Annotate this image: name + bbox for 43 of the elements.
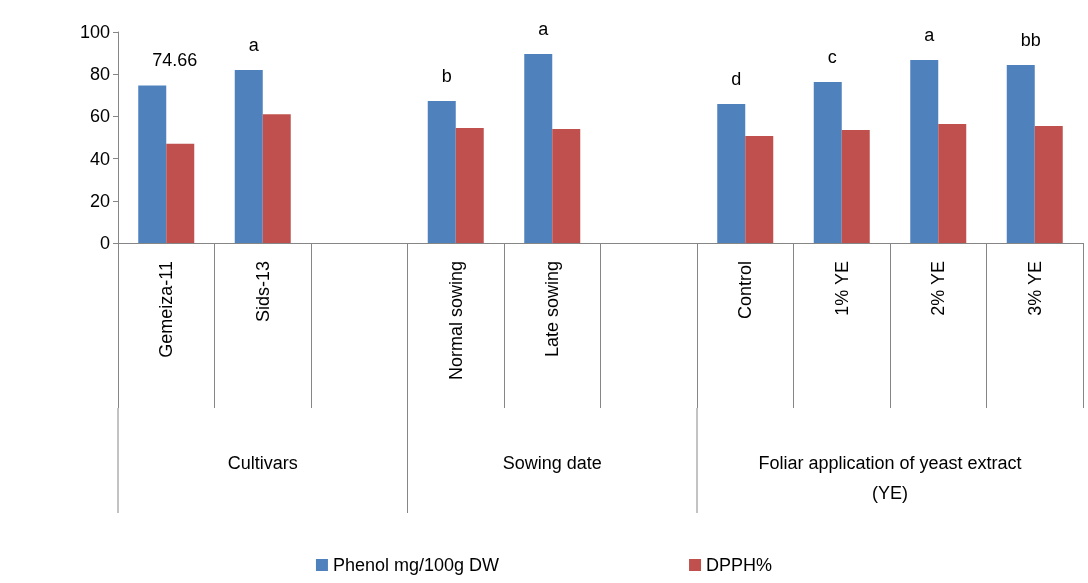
bar	[910, 60, 939, 243]
annotation: bb	[1020, 29, 1041, 50]
y-tick-label: 40	[89, 148, 110, 169]
bar	[552, 129, 581, 243]
text: Cultivars	[227, 453, 298, 473]
bar	[138, 85, 167, 243]
x-tick-label: 3% YE	[1024, 261, 1045, 316]
bar	[938, 124, 967, 243]
annotation: d	[731, 68, 742, 89]
y-tick-label: 100	[79, 22, 110, 42]
x-tick-label: 2% YE	[928, 261, 949, 316]
y-tick-label: 20	[89, 190, 110, 211]
annotation: 74.66	[152, 50, 198, 71]
bar	[427, 101, 456, 243]
x-tick-label: 1% YE	[831, 261, 852, 316]
annotation: a	[248, 34, 260, 55]
annotation: b	[441, 66, 452, 86]
y-tick-label: 60	[89, 106, 110, 127]
x-tick-label: Gemeiza-11	[156, 261, 177, 358]
bar	[455, 128, 484, 243]
bar	[717, 103, 746, 243]
legend-label: Phenol mg/100g DW	[332, 555, 500, 575]
x-tick-label: Normal sowing	[445, 261, 466, 381]
text: Foliar application of yeast extract (YE)	[758, 453, 1022, 503]
text: Sowing date	[502, 453, 602, 473]
bar	[524, 53, 553, 243]
annotation: a	[924, 25, 936, 46]
x-tick-label: Control	[735, 261, 756, 320]
bar	[841, 129, 870, 243]
annotation: a	[538, 18, 550, 39]
y-tick-label: 80	[89, 64, 110, 85]
x-tick-label: Sids-13	[252, 261, 273, 323]
bar	[166, 143, 195, 243]
bar	[262, 114, 291, 243]
bar	[1006, 64, 1035, 243]
bar	[813, 82, 842, 243]
annotation: c	[827, 47, 837, 68]
bar	[234, 69, 263, 243]
bar	[745, 136, 774, 243]
legend-label: DPPH%	[706, 555, 773, 575]
bar	[1034, 125, 1063, 243]
x-tick-label: Late sowing	[542, 261, 563, 358]
y-tick-label: 0	[99, 233, 110, 253]
